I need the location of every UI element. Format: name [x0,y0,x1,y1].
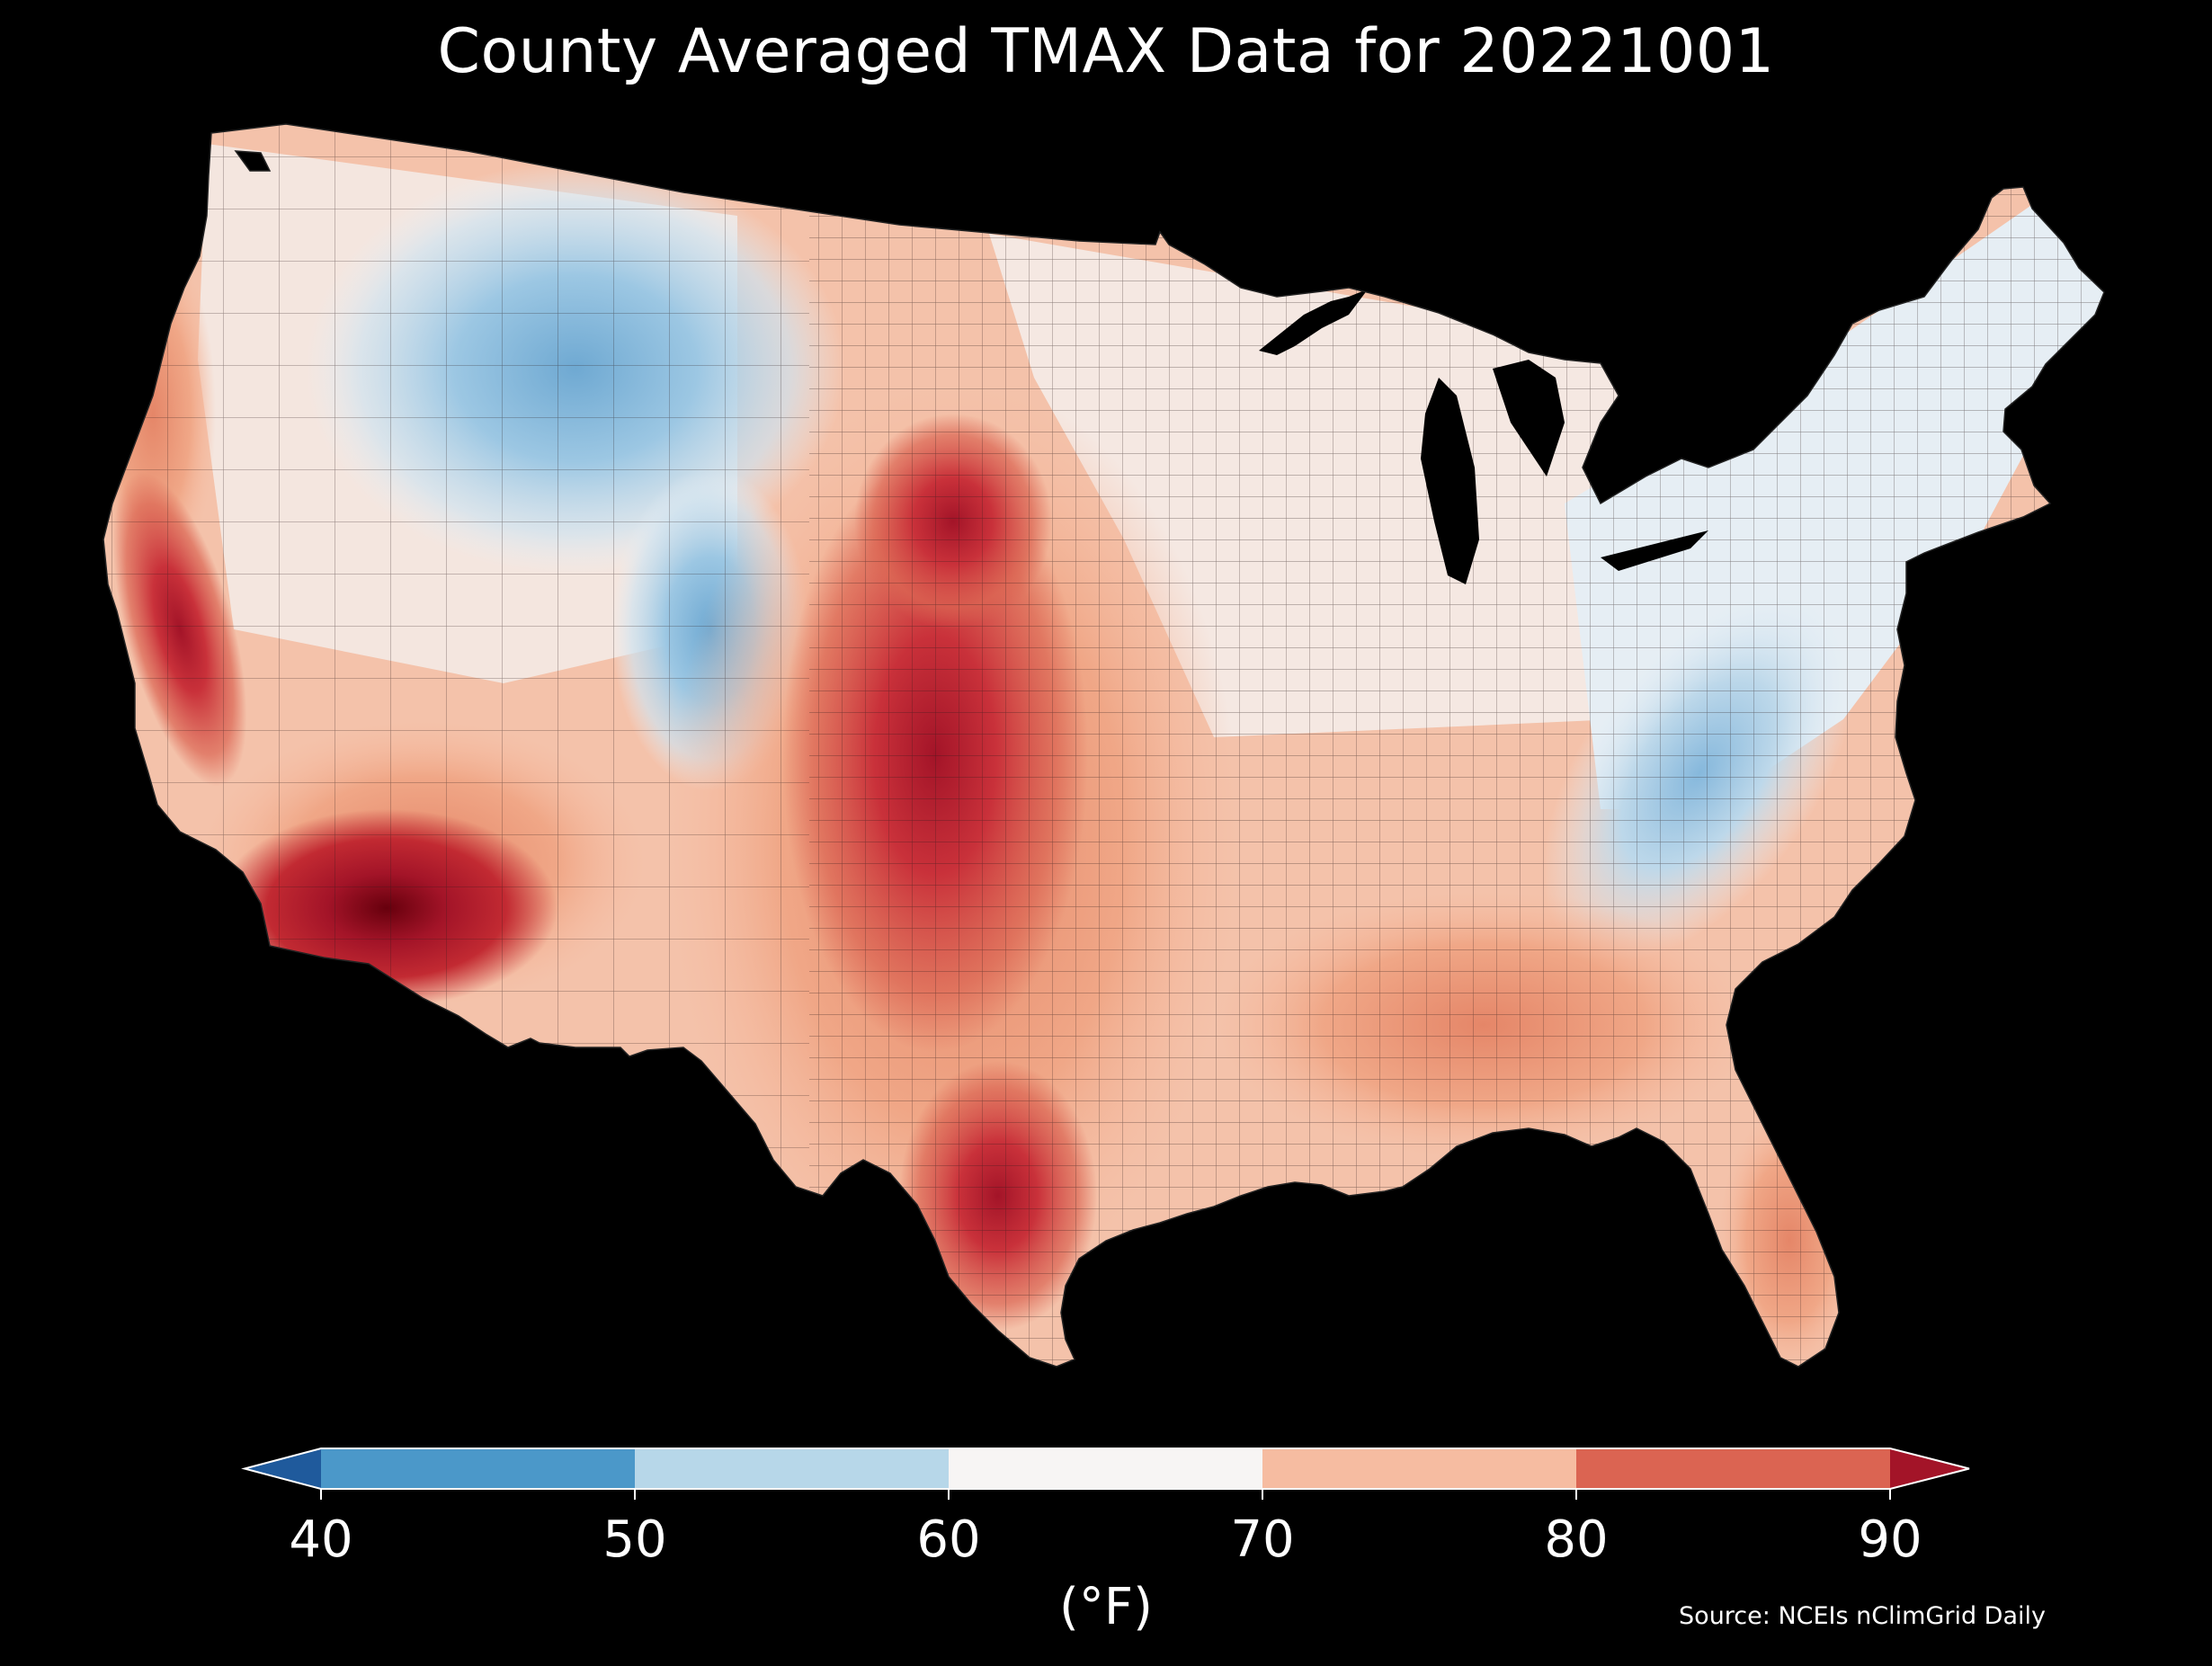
lake-huron [1493,360,1565,477]
lake-erie [1601,530,1708,571]
colorbar-segment [1576,1448,1890,1489]
lake-michigan [1421,378,1479,584]
map-title: County Averaged TMAX Data for 20221001 [437,16,1775,87]
colorbar-tick-label: 60 [916,1510,981,1569]
lake-superior [1259,279,1376,355]
colorbar-extend-high [1890,1448,1969,1489]
colorbar-segment [949,1448,1262,1489]
colorbar-segment [1262,1448,1576,1489]
source-note: Source: NCEIs nClimGrid Daily [1679,1602,2046,1630]
colorbar-extend-low [245,1448,321,1489]
colorbar-tick-label: 50 [602,1510,667,1569]
colorbar-tick-label: 40 [289,1510,353,1569]
great-lakes [1259,279,1708,584]
colorbar-units-label: (°F) [1059,1578,1153,1636]
colorbar-tick-label: 70 [1230,1510,1295,1569]
colorbar-tick-label: 80 [1544,1510,1609,1569]
colorbar-segment [635,1448,949,1489]
colorbar-tick-label: 90 [1858,1510,1922,1569]
colorbar-segment [321,1448,635,1489]
